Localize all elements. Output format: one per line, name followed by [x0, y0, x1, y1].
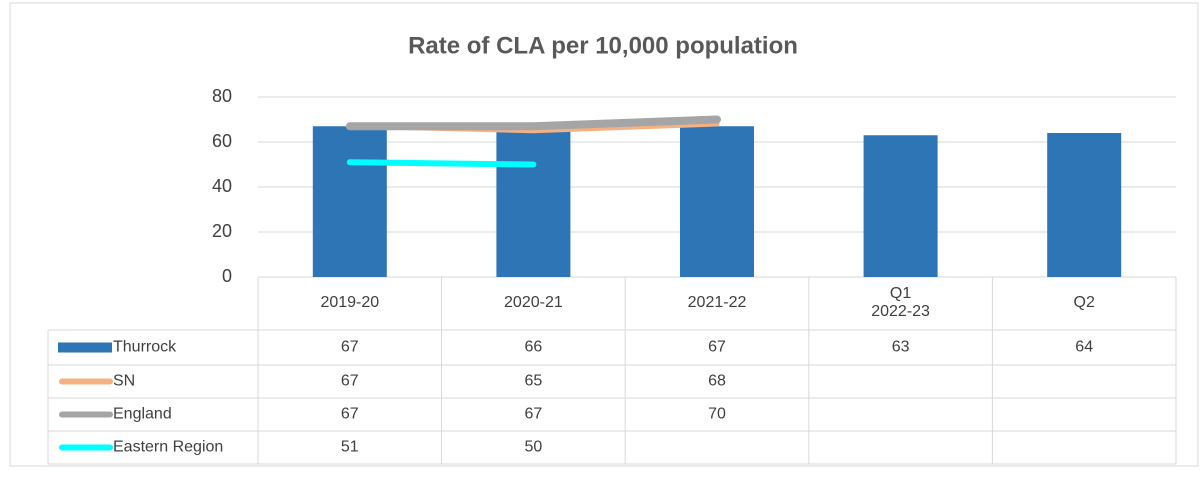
bar [496, 128, 571, 277]
table-value: 67 [525, 406, 543, 423]
legend-label: SN [113, 373, 135, 390]
table-value: 67 [341, 339, 359, 356]
legend-label: Eastern Region [113, 439, 223, 456]
x-tick-label: 2021-22 [688, 294, 747, 311]
line [345, 115, 721, 131]
y-tick-label: 20 [212, 221, 232, 241]
bar [680, 126, 754, 277]
table-value: 66 [525, 339, 543, 356]
line [346, 159, 537, 168]
table-value: 67 [341, 406, 359, 423]
legend-label: Thurrock [113, 339, 177, 356]
chart-title: Rate of CLA per 10,000 population [408, 32, 798, 59]
bar [1047, 133, 1122, 277]
table-value: 65 [525, 373, 543, 390]
table-value: 63 [892, 339, 910, 356]
bar [312, 126, 387, 277]
table-value: 67 [708, 339, 726, 356]
y-tick-label: 60 [212, 131, 232, 151]
table-value: 67 [341, 373, 359, 390]
x-tick-label: 2020-21 [504, 294, 563, 311]
y-tick-label: 0 [222, 266, 232, 286]
table-value: 70 [708, 406, 726, 423]
x-tick-label: Q1 2022-23 [871, 285, 930, 320]
y-tick-label: 40 [212, 176, 232, 196]
x-tick-label: Q2 [1074, 294, 1095, 311]
legend-swatch [58, 342, 112, 353]
chart-border [9, 2, 1199, 467]
bar [863, 135, 938, 277]
legend-label: England [113, 406, 172, 423]
table-value: 51 [341, 439, 359, 456]
table-value: 64 [1075, 339, 1093, 356]
table-value: 50 [525, 439, 543, 456]
table-value: 68 [708, 373, 726, 390]
x-tick-label: 2019-20 [320, 294, 379, 311]
y-tick-label: 80 [212, 86, 232, 106]
